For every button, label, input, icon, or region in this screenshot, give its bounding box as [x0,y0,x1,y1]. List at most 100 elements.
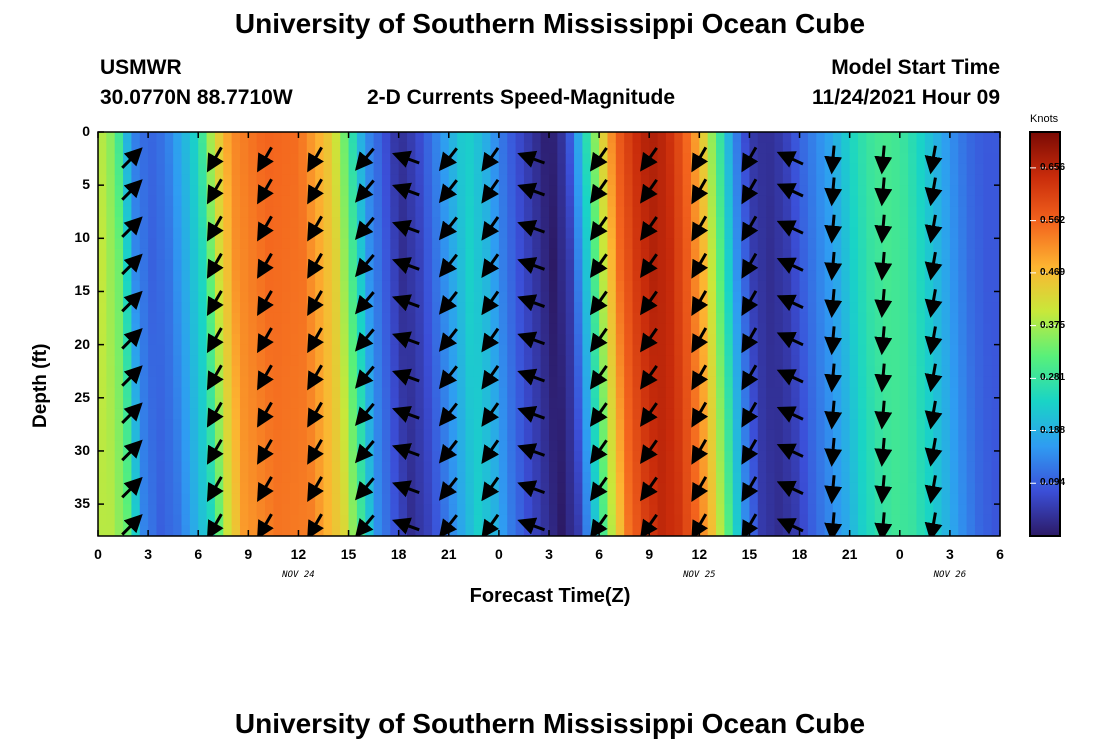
heatmap-cell [974,376,984,388]
heatmap-cell [791,429,801,441]
heatmap-cell [173,334,183,346]
heatmap-cell [966,365,976,378]
heatmap-cell [582,493,592,505]
heatmap-cell [173,259,183,271]
heatmap-cell [849,493,859,505]
heatmap-cell [507,185,517,197]
heatmap-cell [106,514,116,526]
heatmap-cell [448,429,458,441]
heatmap-cell [365,312,375,324]
heatmap-cell [106,525,116,536]
heatmap-cell [991,504,1000,516]
heatmap-cell [473,270,483,282]
heatmap-cell [473,365,483,378]
heatmap-cell [824,355,834,367]
heatmap-cell [315,280,325,293]
current-vector-arrow [206,290,224,316]
heatmap-cell [265,450,274,463]
heatmap-cell [665,312,675,324]
heatmap-cell [707,461,717,473]
heatmap-cell [348,429,358,441]
heatmap-cell [724,450,734,463]
heatmap-cell [849,514,859,526]
heatmap-cell [816,355,826,367]
heatmap-cell [273,142,283,154]
heatmap-cell [231,387,241,399]
heatmap-cell [306,248,316,261]
heatmap-cell [615,270,625,282]
heatmap-cell [523,376,533,388]
heatmap-cell [114,142,124,154]
heatmap-cell [832,280,842,293]
heatmap-cell [490,280,500,293]
heatmap-cell [816,142,826,154]
heatmap-cell [423,302,433,314]
heatmap-cell [624,259,634,271]
heatmap-cell [206,429,216,441]
heatmap-cell [239,376,249,388]
heatmap-cell [674,440,684,452]
heatmap-cell [599,429,609,441]
current-vector-arrow [438,439,458,464]
heatmap-cell [557,472,567,484]
heatmap-cell [256,280,266,293]
heatmap-cell [615,344,625,356]
heatmap-cell [273,525,283,536]
heatmap-cell [498,334,508,346]
heatmap-cell [732,153,742,165]
heatmap-cell [331,206,341,218]
heatmap-cell [824,280,834,293]
heatmap-cell [123,280,133,293]
heatmap-cell [356,397,366,410]
heatmap-cell [273,248,283,261]
heatmap-cell [858,461,867,473]
heatmap-cell [323,365,333,378]
current-vector-arrow [589,216,608,241]
x-tick-label: 9 [244,546,253,562]
heatmap-cell [899,525,909,536]
heatmap-cell [540,376,550,388]
heatmap-cell [682,227,692,239]
heatmap-cell [665,440,675,452]
heatmap-cell [239,153,249,165]
heatmap-cell [239,482,249,495]
heatmap-cell [348,376,358,388]
heatmap-cell [899,238,909,250]
heatmap-cell [189,408,199,420]
heatmap-cell [498,365,508,378]
heatmap-cell [98,365,107,378]
heatmap-cell [849,270,859,282]
heatmap-cell [991,185,1000,197]
current-vector-arrow [691,252,709,279]
heatmap-cell [532,280,542,293]
heatmap-cell [565,248,575,261]
heatmap-cell [665,419,675,431]
heatmap-cell [924,206,934,218]
heatmap-cell [106,217,116,229]
heatmap-cell [248,174,258,186]
heatmap-cell [206,142,216,154]
heatmap-cell [741,206,751,218]
heatmap-cell [949,376,959,388]
current-vector-arrow [517,517,546,535]
heatmap-cell [156,493,166,505]
current-vector-arrow [391,219,420,237]
heatmap-cell [557,153,567,165]
heatmap-cell [198,461,208,473]
heatmap-cell [941,376,951,388]
heatmap-cell [657,525,667,536]
current-vector-arrow [307,290,324,316]
heatmap-cell [248,248,258,261]
heatmap-cell [340,185,350,197]
heatmap-cell [448,238,458,250]
heatmap-cell [732,334,742,346]
heatmap-cell [440,132,450,144]
heatmap-cell [473,302,483,314]
heatmap-cell [482,323,492,335]
heatmap-cell [690,387,700,399]
heatmap-cell [256,238,266,250]
heatmap-cell [223,206,233,218]
heatmap-cell [624,185,634,197]
heatmap-cell [348,493,358,505]
heatmap-cell [866,163,876,176]
